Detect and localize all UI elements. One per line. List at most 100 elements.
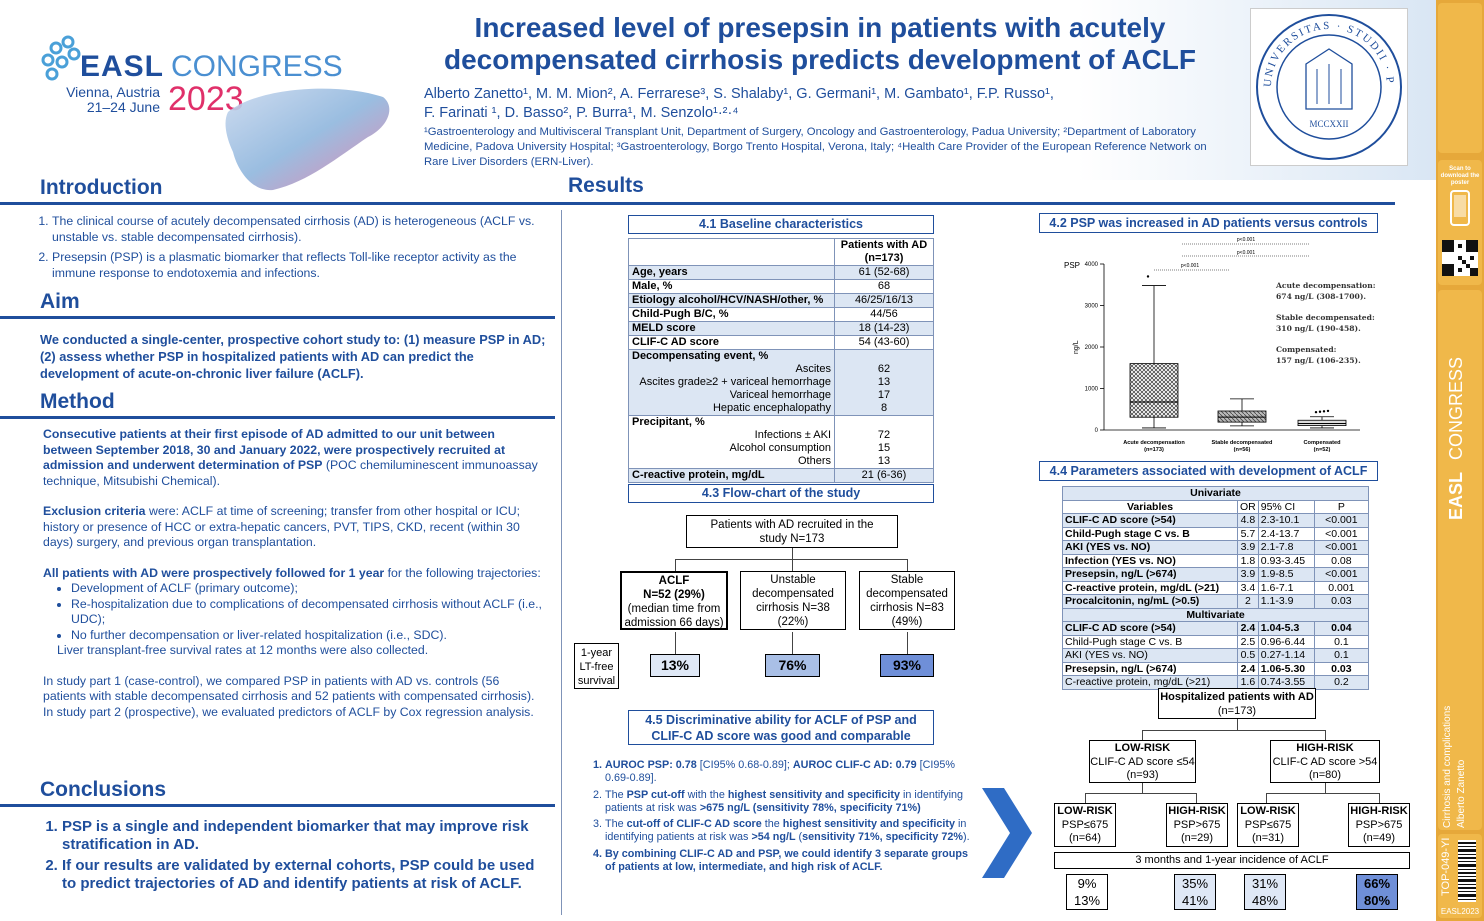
auroc-bold: cut-off of CLIF-C AD score (626, 818, 762, 831)
method-bullet: No further decompensation or liver-relat… (71, 628, 543, 644)
conclusions-divider (0, 804, 555, 807)
incidence-1y: 13% (1073, 893, 1101, 908)
baseline-value: 61 (52-68) (834, 265, 934, 280)
param-ci: 1.9-8.5 (1257, 567, 1315, 582)
aim-divider (0, 316, 555, 319)
auroc-bold: sensitivity 71%, specificity 72% (802, 831, 963, 844)
baseline-value: 17 (834, 389, 934, 402)
param-p: <0.001 (1313, 540, 1370, 555)
leaf-count: (n=64) (1068, 832, 1102, 844)
sidebar-congress-panel (1438, 290, 1482, 830)
param-or: 4.8 (1237, 513, 1259, 528)
baseline-value: 46/25/16/13 (834, 293, 934, 308)
risk-high-title: HIGH-RISK (1296, 742, 1354, 754)
baseline-group-label: Decompensating event, % (628, 349, 835, 363)
sidebar-topic: Cirrhosis and complications (1442, 705, 1453, 828)
risk-high-count: (n=80) (1308, 769, 1342, 781)
aim-text: We conducted a single-center, prospectiv… (40, 332, 546, 381)
baseline-value: 62 (834, 363, 934, 376)
param-ci: 1.06-5.30 (1257, 661, 1315, 676)
baseline-label: MELD score (628, 321, 835, 336)
param-p: 0.2 (1313, 675, 1370, 690)
affiliations: ¹Gastroenterology and Multivisceral Tran… (424, 126, 1207, 168)
conclusions-heading: Conclusions (40, 778, 167, 801)
note-label: Acute decompensation: (1276, 281, 1376, 290)
column-divider (561, 210, 562, 915)
note-label: Compensated: (1276, 345, 1337, 354)
method-paragraph: In study part 1 (case-control), we compa… (43, 673, 535, 704)
logo-dates: 21–24 June (86, 99, 160, 115)
auroc-text: in identifying patients at risk was (605, 788, 964, 814)
flow-connector (675, 559, 908, 560)
param-variable: CLIF-C AD score (>54) (1062, 513, 1238, 528)
param-or: 1.6 (1237, 675, 1259, 690)
box-outlier (1314, 410, 1318, 414)
param-ci: 2.3-10.1 (1257, 513, 1315, 528)
param-p: 0.03 (1313, 594, 1370, 609)
y-axis-label: ng/L (1073, 340, 1080, 354)
auroc-text: [CI95% 0.68-0.89]; (696, 759, 793, 771)
flow-connector (792, 632, 793, 654)
flow-connector (792, 548, 793, 559)
univariate-header: Univariate (1062, 486, 1369, 501)
flow-title: 4.3 Flow-chart of the study (628, 484, 934, 503)
auroc-text: with the (684, 788, 728, 801)
auroc-bold: AUROC PSP: 0.78 (605, 759, 697, 771)
tree-connector (1237, 719, 1238, 730)
tree-connector (1266, 793, 1267, 803)
box-iqr (1217, 410, 1267, 423)
svg-text:MCCXXII: MCCXXII (1309, 119, 1348, 129)
logo-brand: EASL (80, 50, 165, 83)
y-tick-label: 4000 (1085, 262, 1099, 268)
param-row: AKI (YES vs. NO) 0.5 0.27-1.14 0.1 (1062, 648, 1370, 663)
tree-connector (1142, 730, 1326, 731)
flow-connector (675, 632, 676, 654)
conclusion-item: If our results are validated by external… (62, 857, 552, 893)
param-row: Child-Pugh stage C vs. B 2.5 0.96-6.44 0.1 (1062, 634, 1370, 649)
flow-connector (792, 559, 793, 571)
method-text: for the following trajectories: (384, 565, 541, 580)
param-or: 2 (1237, 594, 1259, 609)
sidebar-brand: EASL (1446, 471, 1466, 520)
auroc-text: ( (795, 831, 803, 844)
param-ci: 1.6-7.1 (1257, 580, 1315, 595)
y-tick-label: 2000 (1085, 345, 1099, 351)
note-label: Stable decompensated: (1276, 313, 1375, 322)
risk-leaf-box: LOW-RISK PSP≤675 (n=31) (1237, 803, 1299, 847)
incidence-3m: 31% (1251, 876, 1279, 891)
risk-low-criteria: CLIF-C AD score ≤54 (1090, 755, 1195, 768)
baseline-label: C-reactive protein, mg/dL (628, 468, 835, 483)
method-paragraph: Exclusion criteria were: ACLF at time of… (43, 504, 543, 551)
col-header: P (1313, 499, 1370, 514)
psp-notes: Acute decompensation: 674 ng/L (308-1700… (1276, 280, 1376, 366)
leaf-title: LOW-RISK (1057, 805, 1113, 817)
tree-connector (1266, 793, 1380, 794)
param-p: <0.001 (1313, 526, 1370, 541)
auroc-text: ). (963, 831, 970, 844)
param-ci: 0.96-6.44 (1257, 634, 1315, 649)
param-or: 3.4 (1237, 580, 1259, 595)
method-paragraph: In study part 2 (prospective), we evalua… (43, 704, 534, 719)
conclusion-item: PSP is a single and independent biomarke… (62, 818, 552, 854)
param-row: Presepsin, ng/L (>674) 2.4 1.06-5.30 0.03 (1062, 661, 1370, 676)
auroc-bold: highest sensitivity and specificity (727, 788, 901, 801)
introduction-list: The clinical course of acutely decompens… (38, 214, 550, 281)
incidence-1y: 80% (1363, 893, 1391, 908)
x-category-label: (n=52) (1314, 447, 1331, 453)
x-category-label: Acute decompensation (1123, 440, 1185, 446)
baseline-value: 72 (834, 429, 934, 442)
risk-high-criteria: CLIF-C AD score >54 (1272, 755, 1378, 768)
param-variable: Infection (YES vs. NO) (1062, 553, 1238, 568)
box-outlier (1146, 275, 1150, 278)
incidence-3m: 66% (1363, 876, 1391, 891)
param-variable: C-reactive protein, mg/dL (>21) (1062, 675, 1238, 690)
leaf-criteria: PSP>675 (1355, 818, 1403, 831)
risk-low-count: (n=93) (1126, 769, 1159, 781)
tree-connector (1142, 730, 1143, 740)
baseline-value: 13 (834, 376, 934, 389)
note-value: 310 ng/L (190-458). (1276, 324, 1361, 333)
aclf-title: ACLF (658, 575, 690, 587)
flow-connector (907, 559, 908, 571)
method-bold: Consecutive patients at their first epis… (43, 427, 506, 472)
liver-graphic (225, 88, 390, 191)
